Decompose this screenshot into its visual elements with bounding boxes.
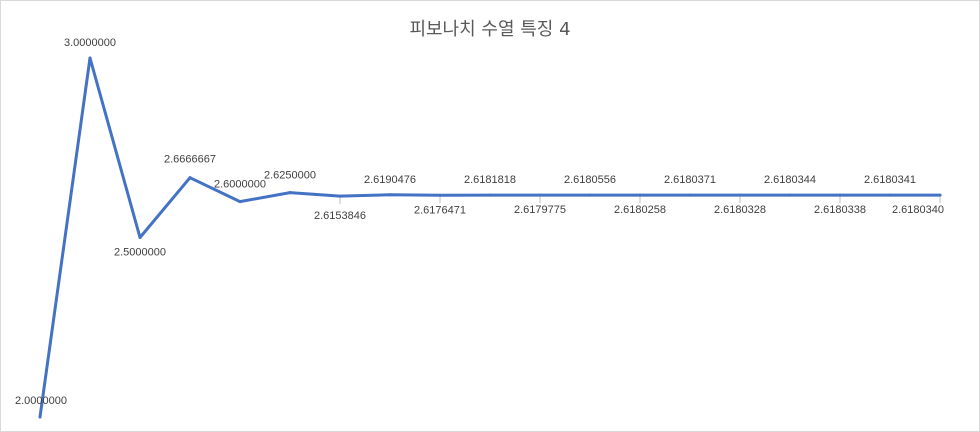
data-point <box>788 193 792 197</box>
data-label: 2.6180338 <box>814 204 866 216</box>
data-label: 2.6180556 <box>564 174 616 186</box>
data-label: 2.5000000 <box>114 247 166 259</box>
data-label: 2.6176471 <box>414 204 466 216</box>
data-label: 2.6180341 <box>864 174 916 186</box>
data-point <box>188 176 192 180</box>
data-point <box>938 193 942 197</box>
data-label: 2.6180328 <box>714 204 766 216</box>
data-point <box>38 415 42 419</box>
data-label: 2.0000000 <box>15 395 67 407</box>
data-label: 2.6000000 <box>214 179 266 191</box>
data-point <box>638 193 642 197</box>
data-point <box>538 193 542 197</box>
data-point <box>138 236 142 239</box>
data-label: 2.6180371 <box>664 174 716 186</box>
data-point <box>338 194 342 198</box>
data-point <box>288 191 292 195</box>
data-label: 2.6180258 <box>614 204 666 216</box>
data-point <box>88 56 92 60</box>
data-label: 2.6179775 <box>514 204 566 216</box>
chart-title: 피보나치 수열 특징 4 <box>409 19 571 40</box>
data-point <box>888 193 892 197</box>
data-point <box>488 193 492 197</box>
data-point <box>238 200 242 204</box>
data-point <box>838 193 842 197</box>
data-label: 2.6153846 <box>314 210 366 222</box>
data-label: 2.6666667 <box>164 154 216 166</box>
data-label: 2.6190476 <box>364 174 416 186</box>
data-point <box>688 193 692 197</box>
data-label: 2.6180340 <box>892 204 944 216</box>
data-point <box>738 193 742 197</box>
data-label: 2.6181818 <box>464 174 516 186</box>
data-point <box>438 193 442 197</box>
series-line <box>38 56 942 419</box>
data-label: 3.0000000 <box>64 37 116 49</box>
data-point <box>388 193 392 197</box>
data-label: 2.6180344 <box>764 174 816 186</box>
data-point <box>588 193 592 197</box>
data-label: 2.6250000 <box>264 170 316 182</box>
